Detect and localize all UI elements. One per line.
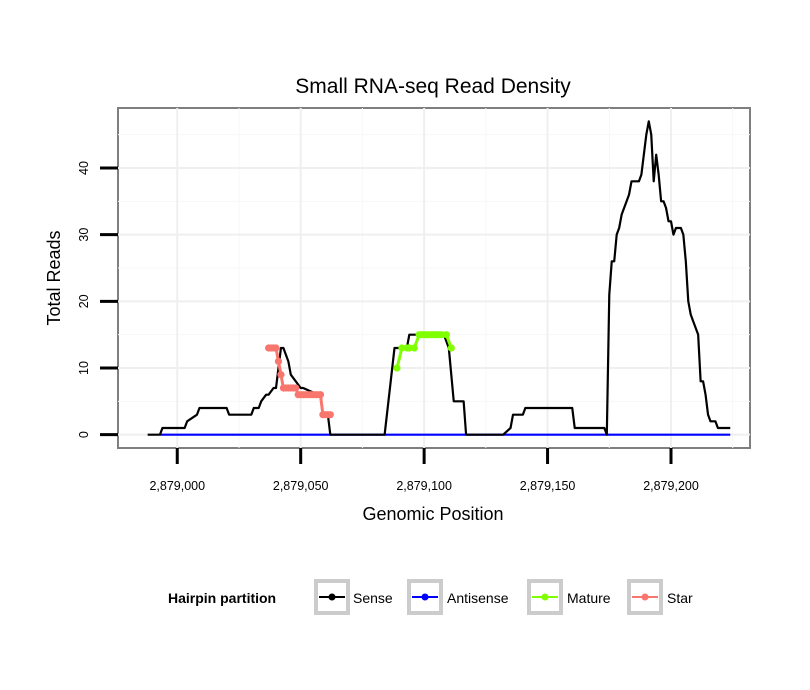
y-tick-label-4: 40 [77,161,91,175]
point-mature-0 [393,364,401,372]
series-line-sense [147,120,731,436]
point-mature-16 [447,344,455,352]
point-star-21 [316,391,325,399]
x-tick-label-2: 2,879,100 [396,479,452,493]
series-sense [147,120,731,436]
legend-label-mature: Mature [567,590,611,606]
series-layer [147,120,731,436]
x-tick-label-4: 2,879,200 [643,479,699,493]
x-axis-title: Genomic Position [362,504,503,524]
legend-label-antisense: Antisense [447,590,509,606]
series-star [264,344,334,419]
legend-label-star: Star [667,590,693,606]
legend-point-sense [328,593,336,601]
y-tick-label-3: 30 [77,228,91,242]
y-tick-label-0: 0 [77,431,91,438]
y-tick-label-2: 20 [77,294,91,308]
x-tick-label-1: 2,879,050 [273,479,329,493]
grid-lines [118,108,750,448]
legend: Hairpin partition Sense Antisense Mature St… [168,579,693,615]
x-tick-label-0: 2,879,000 [149,479,205,493]
point-star-3 [272,344,280,352]
legend-item-sense: Sense [314,579,393,615]
legend-item-mature: Mature [527,579,611,615]
point-star-4 [274,357,283,365]
point-star-25 [326,411,334,419]
legend-point-star [641,593,649,601]
y-axis-title: Total Reads [44,230,64,325]
plot-panel [117,107,751,449]
y-tick-label-1: 10 [77,361,91,375]
point-mature-3 [405,344,413,352]
x-axis: 2,879,000 2,879,050 2,879,100 2,879,150 2,87… [149,448,699,493]
point-mature-15 [442,331,450,339]
point-star-5 [277,371,285,379]
point-mature-14 [437,331,446,339]
legend-point-antisense [421,593,429,601]
y-axis: 0 10 20 30 40 [77,161,118,438]
legend-item-antisense: Antisense [407,579,509,615]
chart-title: Small RNA-seq Read Density [295,75,571,98]
legend-point-mature [541,593,549,601]
point-star-11 [292,384,300,392]
legend-label-sense: Sense [353,590,393,606]
x-tick-label-3: 2,879,150 [520,479,576,493]
legend-title: Hairpin partition [168,590,276,606]
point-mature-4 [410,344,418,352]
series-mature [393,331,455,372]
legend-item-star: Star [627,579,693,615]
point-mature-1 [398,344,406,352]
